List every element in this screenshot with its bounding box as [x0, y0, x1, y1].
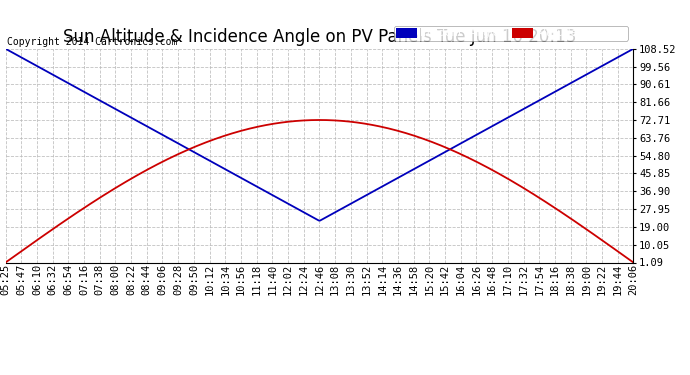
Title: Sun Altitude & Incidence Angle on PV Panels Tue Jun 10 20:13: Sun Altitude & Incidence Angle on PV Pan… — [63, 28, 576, 46]
Legend: Incident (Angle °), Altitude (Angle °): Incident (Angle °), Altitude (Angle °) — [394, 26, 628, 40]
Text: Copyright 2014 Cartronics.com: Copyright 2014 Cartronics.com — [7, 37, 177, 46]
